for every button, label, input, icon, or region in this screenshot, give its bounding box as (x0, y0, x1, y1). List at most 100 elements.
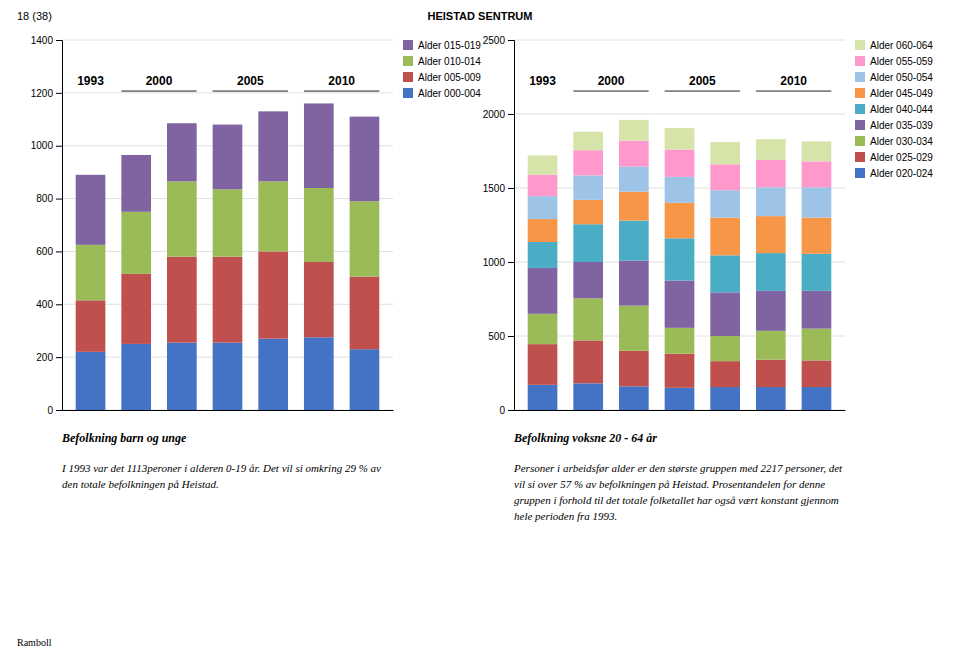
legend-item: Alder 025-029 (855, 152, 933, 163)
category-bracket (213, 91, 288, 92)
bar-segment (350, 201, 380, 276)
axis-line (515, 410, 846, 411)
tick-label: 2000 (483, 109, 506, 120)
bar-segment (528, 175, 558, 196)
tick-label: 1000 (31, 140, 54, 151)
tick-mark (56, 93, 62, 94)
bar-segment (710, 292, 740, 336)
caption-body: I 1993 var det 1113peroner i alderen 0-1… (61, 462, 381, 474)
bar-segment (710, 142, 740, 164)
tick: 500 (488, 331, 514, 342)
legend-swatch (855, 104, 865, 114)
caption-body: gruppen i forhold til det totale folketa… (514, 494, 839, 506)
tick: 1500 (483, 183, 514, 194)
tick-mark (56, 357, 62, 358)
series (76, 337, 380, 410)
legend-item: Alder 050-054 (855, 72, 933, 83)
category-labels: 1993200020052010 (77, 74, 379, 91)
bar-segment (528, 385, 558, 410)
legend-label: Alder 000-004 (418, 88, 481, 99)
footer: Ramboll (17, 637, 52, 648)
bar-segment (619, 167, 649, 192)
legend-swatch (855, 72, 865, 82)
grid (62, 40, 393, 410)
bar-segment (619, 306, 649, 351)
tick-mark (56, 40, 62, 41)
bar-segment (710, 164, 740, 190)
bar-segment (802, 329, 832, 361)
tick: 0 (499, 405, 514, 416)
legend-swatch (403, 56, 413, 66)
legend-swatch (403, 40, 413, 50)
legend-label: Alder 010-014 (418, 56, 481, 67)
bar-segment (350, 349, 380, 410)
bar-segment (573, 200, 603, 224)
grid-line (514, 40, 845, 41)
caption: Befolkning barn og ungeI 1993 var det 11… (61, 431, 381, 490)
tick-mark (56, 199, 62, 200)
legend: Alder 060-064Alder 055-059Alder 050-054A… (855, 40, 933, 179)
bar-segment (573, 175, 603, 199)
bar-segment (304, 337, 334, 410)
bar-segment (710, 387, 740, 410)
caption-title: Befolkning voksne 20 - 64 år (513, 431, 657, 445)
legend-label: Alder 050-054 (870, 72, 933, 83)
bar-segment (802, 387, 832, 410)
legend-label: Alder 005-009 (418, 72, 481, 83)
bar-segment (756, 187, 786, 216)
legend-item: Alder 055-059 (855, 56, 933, 67)
x-axis (515, 410, 846, 411)
series (76, 251, 380, 351)
legend-label: Alder 035-039 (870, 120, 933, 131)
caption: Befolkning voksne 20 - 64 år Personer i a… (513, 431, 843, 522)
legend-item: Alder 015-019 (403, 40, 481, 51)
bar-segment (304, 103, 334, 188)
tick-mark (508, 114, 514, 115)
caption-body: den totale befolkningen på Heistad. (62, 478, 219, 490)
category-label: 2010 (780, 74, 807, 88)
category-label: 2005 (689, 74, 716, 88)
tick-label: 0 (499, 405, 505, 416)
legend-item: Alder 035-039 (855, 120, 933, 131)
category-bracket (121, 91, 196, 92)
tick-mark (56, 251, 62, 252)
tick-mark (508, 410, 514, 411)
bar-segment (573, 298, 603, 340)
y-axis: 0200400600800100012001400 (31, 35, 63, 416)
category-label: 1993 (77, 74, 104, 88)
tick-label: 600 (36, 246, 53, 257)
bars (528, 120, 832, 410)
bar-segment (573, 340, 603, 383)
legend-label: Alder 030-034 (870, 136, 933, 147)
chart: 050010001500200025001993200020052010Alde… (483, 35, 934, 416)
bar-segment (756, 331, 786, 360)
header-right: HEISTAD SENTRUM (428, 10, 533, 22)
bar-segment (802, 187, 832, 217)
tick: 2000 (483, 109, 514, 120)
category-label: 2010 (328, 74, 355, 88)
bar-segment (213, 125, 243, 190)
legend-swatch (855, 136, 865, 146)
series (76, 103, 380, 244)
bar-segment (167, 181, 197, 256)
bar-segment (258, 339, 288, 410)
bar-segment (528, 196, 558, 219)
tick-mark (56, 146, 62, 147)
x-axis (63, 410, 394, 411)
bar-segment (76, 300, 106, 352)
bar-segment (167, 257, 197, 343)
bar-segment (756, 387, 786, 410)
legend-swatch (855, 168, 865, 178)
bar-segment (121, 212, 151, 274)
caption-body: Personer i arbeidsfør alder er den størs… (513, 462, 843, 474)
bar-segment (756, 291, 786, 331)
category-bracket (573, 91, 648, 92)
tick-label: 1400 (31, 35, 54, 46)
bar-segment (167, 123, 197, 181)
bar-segment (802, 254, 832, 291)
bar-segment (121, 344, 151, 410)
y-axis: 05001000150020002500 (483, 35, 515, 416)
caption-body: vil si over 57 % av befolkningen på Heis… (514, 478, 825, 490)
bar-segment (304, 262, 334, 337)
bar-segment (710, 218, 740, 256)
